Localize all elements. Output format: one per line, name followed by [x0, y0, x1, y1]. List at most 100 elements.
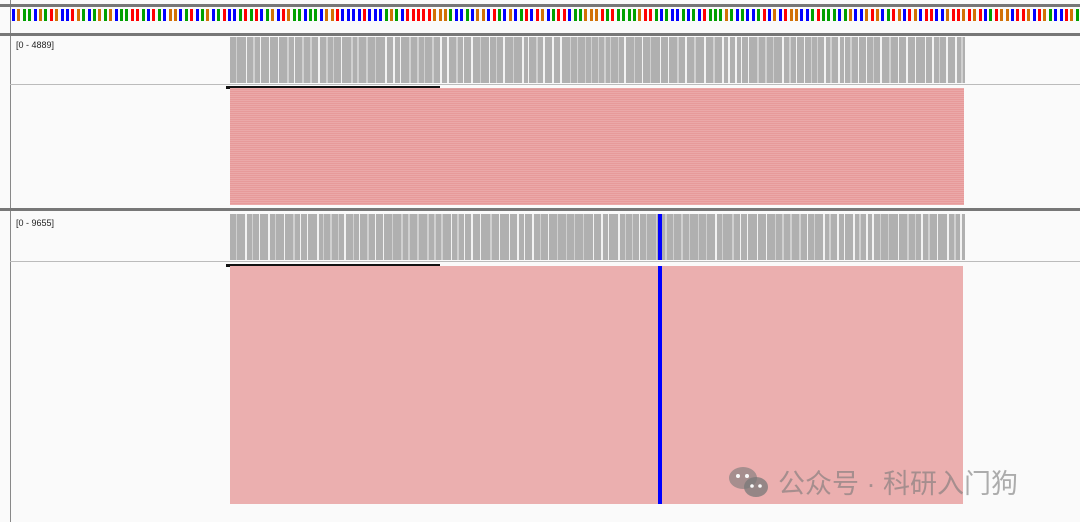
- coverage-gap: [638, 214, 640, 260]
- base: [292, 9, 296, 21]
- base: [201, 9, 204, 21]
- base: [741, 9, 744, 21]
- base: [535, 9, 539, 21]
- coverage-gap: [456, 214, 459, 260]
- track2-coverage-highlight: [658, 214, 662, 260]
- base: [1043, 9, 1047, 21]
- coverage-gap: [577, 37, 579, 83]
- base: [168, 9, 172, 21]
- panel-divider[interactable]: [0, 208, 1080, 211]
- base: [384, 9, 388, 21]
- track2-coverage[interactable]: [230, 214, 965, 260]
- coverage-gap: [789, 214, 792, 260]
- coverage-gap: [462, 37, 464, 83]
- coverage-gap: [329, 214, 332, 260]
- coverage-gap: [258, 214, 260, 260]
- track2-alignments[interactable]: [230, 266, 963, 504]
- base: [109, 9, 113, 21]
- base: [525, 9, 528, 21]
- base: [438, 9, 442, 21]
- base: [17, 9, 21, 21]
- base: [784, 9, 788, 21]
- coverage-gap: [731, 214, 734, 260]
- base: [730, 9, 734, 21]
- coverage-gap: [857, 37, 859, 83]
- base: [174, 9, 177, 21]
- base: [1005, 9, 1009, 21]
- coverage-gap: [624, 37, 627, 83]
- coverage-gap: [954, 214, 957, 260]
- coverage-gap: [775, 214, 777, 260]
- base: [924, 9, 928, 21]
- base: [238, 9, 242, 21]
- base: [363, 9, 366, 21]
- coverage-gap: [728, 37, 731, 83]
- track1-alignments[interactable]: [230, 88, 964, 205]
- coverage-gap: [375, 214, 377, 260]
- track1-coverage[interactable]: [230, 37, 965, 83]
- base: [390, 9, 393, 21]
- coverage-gap: [236, 214, 237, 260]
- base: [660, 9, 663, 21]
- coverage-gap: [292, 214, 295, 260]
- coverage-gap: [499, 214, 501, 260]
- coverage-gap: [521, 37, 524, 83]
- coverage-gap: [603, 37, 606, 83]
- coverage-gap: [773, 37, 775, 83]
- sequence-track[interactable]: [12, 9, 1080, 21]
- coverage-gap: [325, 37, 328, 83]
- coverage-gap: [470, 214, 473, 260]
- coverage-gap: [961, 37, 964, 83]
- base: [82, 9, 86, 21]
- base: [562, 9, 566, 21]
- base: [859, 9, 863, 21]
- coverage-gap: [803, 37, 805, 83]
- base: [60, 9, 64, 21]
- coverage-gap: [859, 214, 862, 260]
- coverage-gap: [470, 37, 473, 83]
- base: [957, 9, 960, 21]
- base: [319, 9, 323, 21]
- coverage-gap: [417, 37, 420, 83]
- coverage-gap: [569, 37, 571, 83]
- base: [967, 9, 971, 21]
- base: [800, 9, 804, 21]
- base: [795, 9, 798, 21]
- base: [120, 9, 123, 21]
- coverage-gap: [245, 37, 247, 83]
- base: [147, 9, 150, 21]
- coverage-gap: [799, 214, 802, 260]
- coverage-gap: [741, 37, 743, 83]
- base: [487, 9, 491, 21]
- base: [1000, 9, 1004, 21]
- watermark: 公众号 · 科研入门狗: [728, 462, 1018, 501]
- coverage-gap: [512, 37, 514, 83]
- base: [697, 9, 701, 21]
- coverage-gap: [641, 37, 643, 83]
- coverage-gap: [450, 214, 452, 260]
- base: [919, 9, 923, 21]
- coverage-gap: [713, 37, 716, 83]
- coverage-gap: [531, 214, 534, 260]
- coverage-gap: [539, 214, 541, 260]
- base: [600, 9, 604, 21]
- coverage-gap: [344, 214, 347, 260]
- base: [93, 9, 96, 21]
- coverage-gap: [925, 37, 927, 83]
- base: [1032, 9, 1036, 21]
- base: [492, 9, 496, 21]
- base: [903, 9, 906, 21]
- base: [584, 9, 588, 21]
- coverage-gap: [685, 37, 688, 83]
- base: [341, 9, 345, 21]
- coverage-gap: [407, 214, 410, 260]
- base: [49, 9, 53, 21]
- base: [114, 9, 118, 21]
- coverage-gap: [866, 37, 868, 83]
- base: [611, 9, 615, 21]
- base: [827, 9, 831, 21]
- coverage-gap: [302, 37, 305, 83]
- base: [773, 9, 777, 21]
- wechat-icon: [729, 466, 768, 497]
- panel-divider[interactable]: [0, 33, 1080, 36]
